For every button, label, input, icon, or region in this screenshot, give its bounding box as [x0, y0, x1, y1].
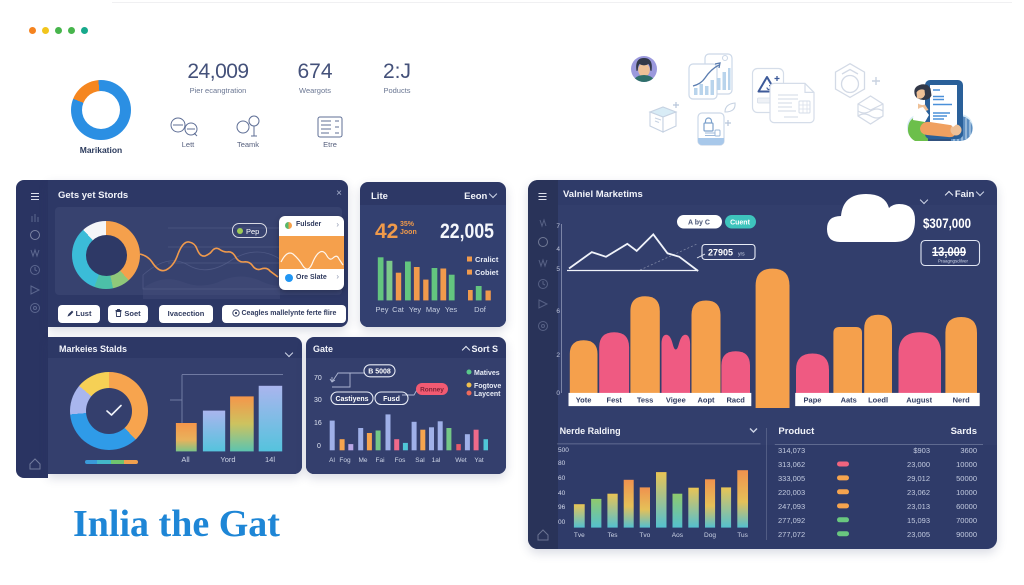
svg-text:Wet: Wet: [455, 457, 467, 464]
svg-text:B 5008: B 5008: [368, 369, 391, 376]
svg-text:Cuent: Cuent: [730, 220, 751, 227]
svg-text:A by C: A by C: [688, 220, 710, 227]
svg-text:Tes: Tes: [607, 532, 618, 539]
svg-text:Tvo: Tvo: [639, 532, 650, 539]
svg-text:Aos: Aos: [672, 532, 684, 539]
svg-text:Cobiet: Cobiet: [475, 268, 499, 277]
svg-text:Yes: Yes: [445, 305, 457, 314]
svg-text:70000: 70000: [956, 516, 977, 525]
svg-text:30: 30: [314, 397, 322, 404]
svg-text:Dog: Dog: [704, 532, 716, 539]
svg-text:23,005: 23,005: [907, 530, 930, 539]
svg-text:Nerd: Nerd: [953, 396, 971, 405]
svg-text:Pey: Pey: [376, 305, 389, 314]
svg-text:247,093: 247,093: [778, 502, 805, 511]
svg-text:Me: Me: [358, 457, 367, 464]
svg-text:Laycent: Laycent: [474, 391, 501, 398]
svg-text:277,092: 277,092: [778, 516, 805, 525]
svg-text:80: 80: [558, 460, 566, 467]
svg-text:yrs: yrs: [738, 252, 745, 258]
svg-text:313,062: 313,062: [778, 460, 805, 469]
svg-text:500: 500: [558, 447, 569, 454]
svg-text:00: 00: [558, 519, 566, 526]
svg-text:50000: 50000: [956, 474, 977, 483]
svg-text:70: 70: [314, 375, 322, 382]
svg-text:Praagngsdilver: Praagngsdilver: [938, 259, 969, 264]
svg-text:60: 60: [558, 475, 566, 482]
svg-text:16: 16: [314, 420, 322, 427]
svg-text:$903: $903: [913, 446, 930, 455]
svg-text:1al: 1al: [432, 457, 441, 464]
svg-text:Loedl: Loedl: [868, 396, 888, 405]
svg-text:40: 40: [558, 490, 566, 497]
svg-text:15,093: 15,093: [907, 516, 930, 525]
svg-text:$307,000: $307,000: [923, 215, 971, 231]
svg-text:Fusd: Fusd: [383, 396, 400, 403]
svg-text:333,005: 333,005: [778, 474, 805, 483]
svg-text:Nerde Ralding: Nerde Ralding: [560, 426, 621, 436]
svg-text:3600: 3600: [960, 446, 977, 455]
svg-text:Vigee: Vigee: [666, 396, 686, 405]
svg-text:0: 0: [556, 390, 560, 397]
svg-text:14l: 14l: [265, 455, 275, 464]
svg-text:August: August: [906, 396, 932, 405]
svg-text:29,012: 29,012: [907, 474, 930, 483]
svg-text:Tus: Tus: [737, 532, 748, 539]
svg-text:23,062: 23,062: [907, 488, 930, 497]
svg-text:Cat: Cat: [392, 305, 405, 314]
svg-text:10000: 10000: [956, 488, 977, 497]
svg-text:Fai: Fai: [375, 457, 384, 464]
svg-text:5: 5: [556, 266, 560, 273]
svg-text:Fogtove: Fogtove: [474, 383, 501, 390]
svg-text:Dof: Dof: [474, 305, 487, 314]
svg-text:7: 7: [556, 223, 560, 230]
svg-text:Tve: Tve: [574, 532, 585, 539]
svg-text:Aats: Aats: [841, 396, 857, 405]
svg-text:2: 2: [556, 352, 560, 359]
svg-text:Castiyens: Castiyens: [335, 396, 368, 403]
svg-text:All: All: [181, 455, 190, 464]
svg-text:4: 4: [556, 246, 560, 253]
svg-text:23,000: 23,000: [907, 460, 930, 469]
svg-text:Ronney: Ronney: [420, 387, 444, 394]
svg-text:Fest: Fest: [606, 396, 622, 405]
svg-text:Aopt: Aopt: [697, 396, 715, 405]
svg-text:Yey: Yey: [409, 305, 421, 314]
svg-text:Sards: Sards: [951, 426, 977, 437]
svg-text:10000: 10000: [956, 460, 977, 469]
svg-text:27905: 27905: [708, 248, 733, 258]
svg-text:Racd: Racd: [727, 396, 746, 405]
svg-text:Yord: Yord: [220, 455, 235, 464]
svg-text:May: May: [426, 305, 440, 314]
svg-text:Al: Al: [329, 457, 335, 464]
svg-text:Cralict: Cralict: [475, 255, 499, 264]
svg-text:23,013: 23,013: [907, 502, 930, 511]
svg-text:Pape: Pape: [804, 396, 822, 405]
svg-text:314,073: 314,073: [778, 446, 805, 455]
svg-text:277,072: 277,072: [778, 530, 805, 539]
svg-text:Yat: Yat: [474, 457, 483, 464]
svg-text:90000: 90000: [956, 530, 977, 539]
svg-text:Fog: Fog: [339, 457, 351, 464]
svg-text:13,009: 13,009: [932, 245, 966, 259]
svg-text:Matives: Matives: [474, 370, 500, 377]
svg-text:Product: Product: [778, 426, 815, 437]
svg-text:60000: 60000: [956, 502, 977, 511]
svg-text:Tess: Tess: [637, 396, 654, 405]
svg-text:220,003: 220,003: [778, 488, 805, 497]
svg-text:Yote: Yote: [576, 396, 592, 405]
svg-text:Fos: Fos: [395, 457, 407, 464]
svg-text:0: 0: [317, 443, 321, 450]
svg-text:6: 6: [556, 308, 560, 315]
svg-text:96: 96: [558, 504, 566, 511]
svg-text:Sal: Sal: [415, 457, 425, 464]
